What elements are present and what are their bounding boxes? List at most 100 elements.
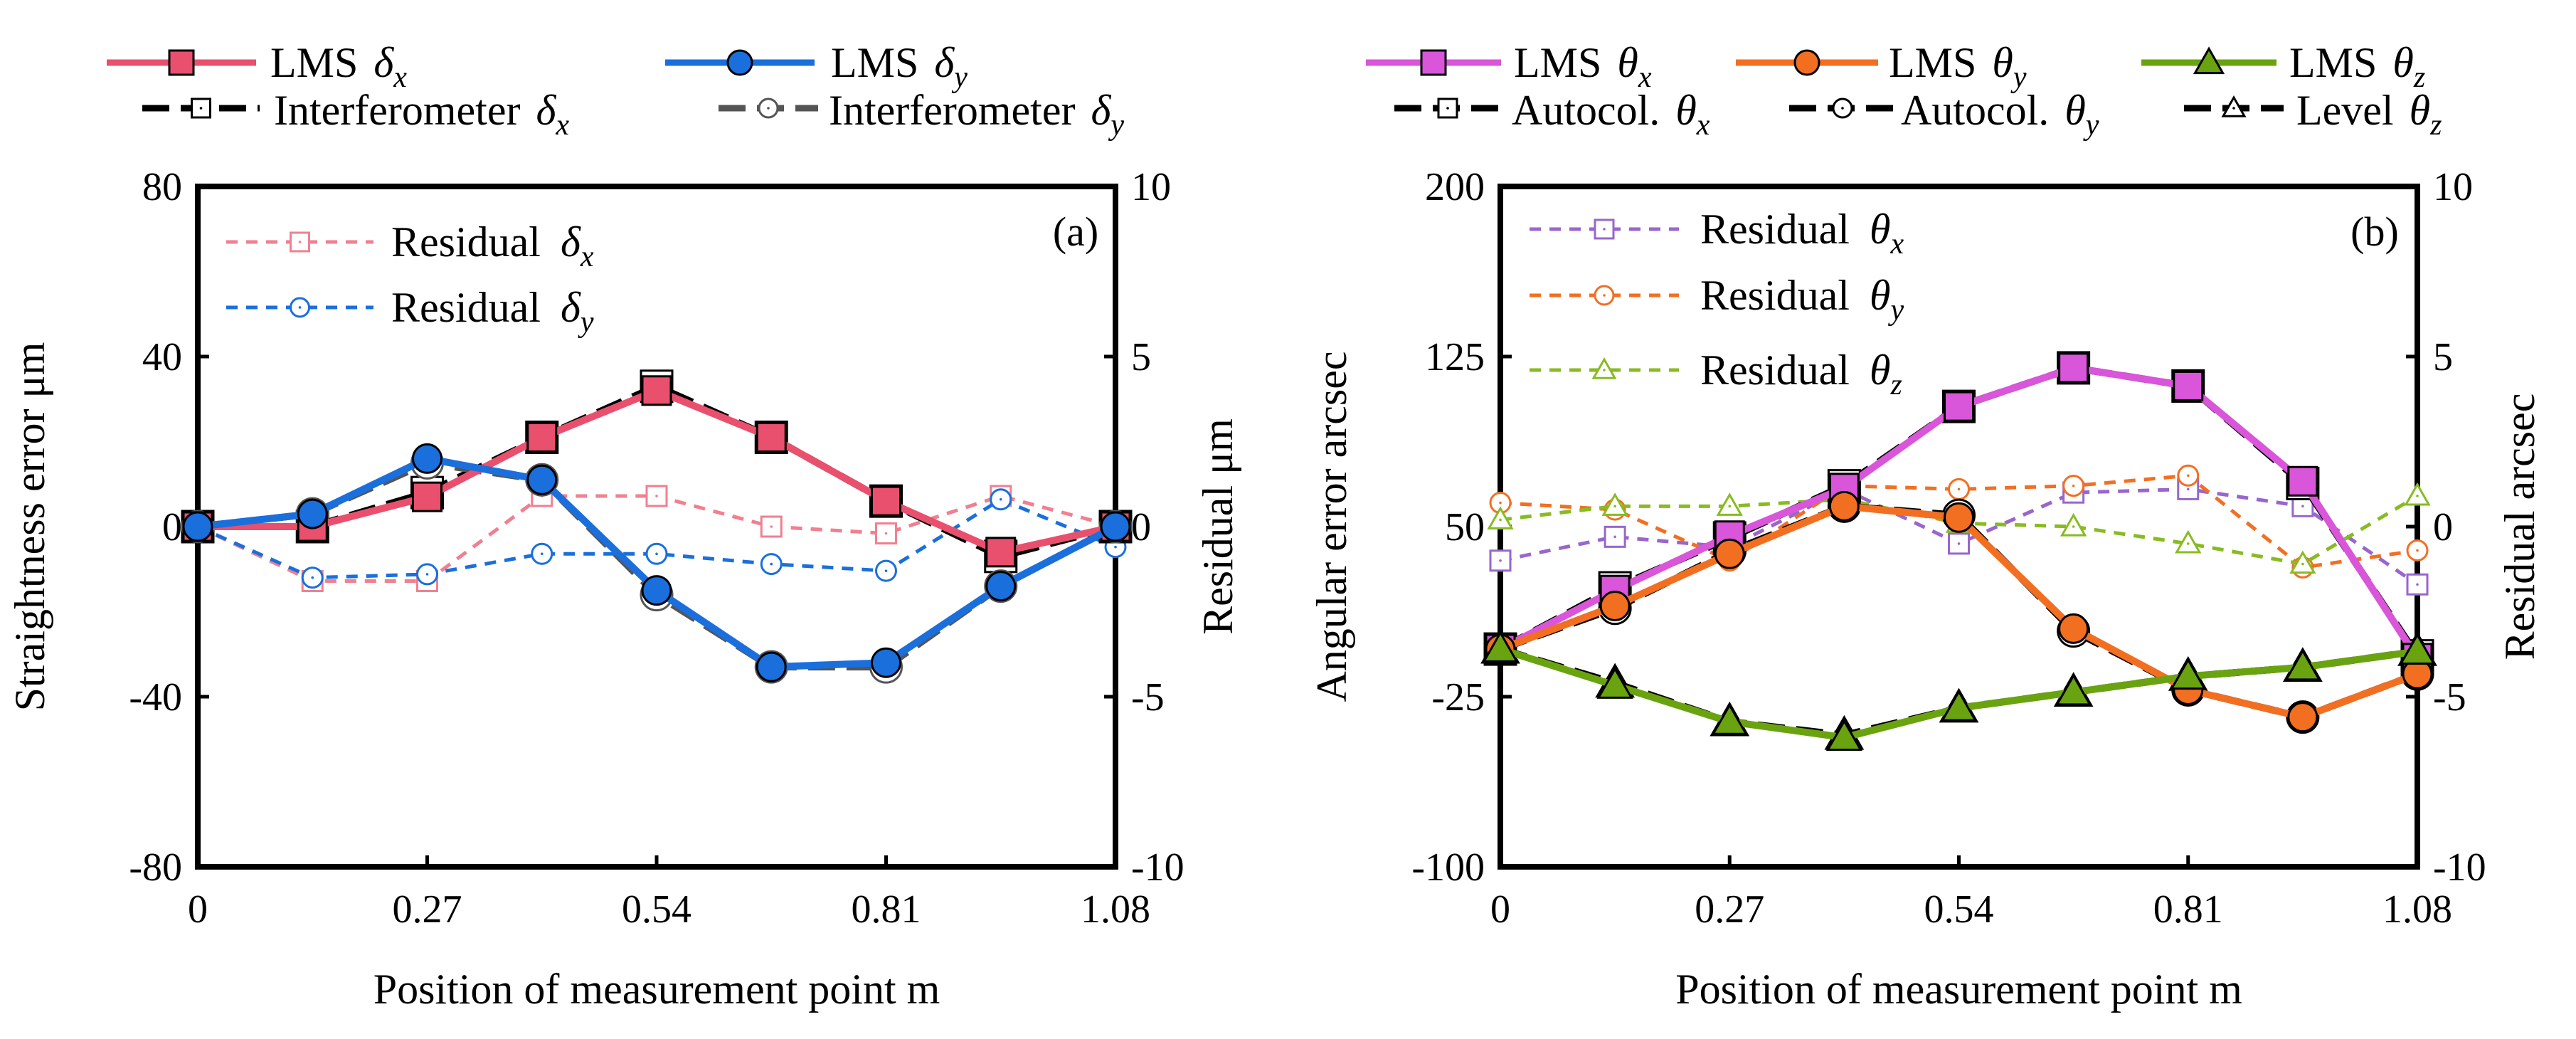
panel-b-legend-entry-symbol: θ: [2064, 87, 2085, 134]
panel-b-legend-entry-name: Level: [2296, 87, 2394, 134]
panel-a-inner-legend-entry-name: Residual: [391, 218, 541, 265]
panel-b-inner-legend-entry-subscript: y: [1887, 294, 1904, 327]
panel-b-series-lms-y-point: [1828, 490, 1860, 522]
panel-b-legend-sample-marker: [2193, 46, 2225, 75]
panel-a-series-lms-y-point: [756, 651, 787, 682]
panel-a-legend-entry-text: Interferometer δy: [829, 87, 1124, 142]
panel-b-series-residual-z-point-dot: [1728, 505, 1732, 508]
panel-a-legend-entry-text: Interferometer δx: [274, 87, 569, 142]
panel-a-series-lms-y: [182, 443, 1131, 682]
panel-b-series-lms-x-point: [1944, 391, 1974, 422]
panel-a-series-lms-x-line: [198, 386, 1117, 556]
panel-b-legend-entry: LMS θy: [1889, 39, 2027, 94]
panel-a-series-residual-x-point-dot: [655, 495, 658, 497]
panel-b-series-residual-y-point-dot: [2072, 484, 2075, 487]
panel-b-series-residual-x-point: [1948, 532, 1970, 555]
panel-a-y2-axis-label: Residual μm: [1194, 418, 1241, 635]
panel-b-legend-entry-name: LMS: [1889, 39, 1976, 86]
panel-b-inner-legend-entry-text: Residual θz: [1700, 347, 1902, 401]
panel-a-legend-sample: [142, 97, 260, 119]
panel-a-x-axis-label: Position of measurement point m: [373, 966, 940, 1013]
panel-a-series-residual-y-point-dot: [999, 497, 1002, 501]
panel-b-legend-entry: Autocol. θx: [1512, 87, 1710, 142]
panel-b-legend-sample-marker-dot: [1446, 107, 1449, 110]
panel-b-legend-entry: Autocol. θy: [1901, 87, 2099, 142]
panel-a-series-residual-y-line: [196, 497, 1116, 580]
panel-b-series-lms-x-point: [2287, 465, 2318, 497]
panel-b-series-residual-z-point: [2289, 550, 2316, 574]
panel-b-legend-entry: LMS θx: [1514, 39, 1652, 94]
panel-b-inner-legend-sample-marker-dot: [1603, 369, 1606, 371]
panel-a-legend-entry-subscript: x: [555, 109, 569, 142]
panel-a-legend-entry: Interferometer δy: [829, 87, 1124, 142]
panel-b-series-residual-z-point: [1487, 506, 1514, 530]
panel-a-inner-legend-sample-marker-dot: [298, 241, 302, 243]
panel-b-x-tick-label: 1.08: [2382, 887, 2452, 932]
panel-b-inner-legend-sample-marker: [1591, 357, 1617, 379]
panel-b-series-lms-x-point: [2058, 352, 2089, 384]
panel-b-series-residual-x-point: [1604, 525, 1626, 548]
panel-b-legend-sample-marker: [1420, 49, 1447, 76]
panel-a-legend-sample: [107, 49, 256, 76]
panel-a-legend-sample-marker: [726, 49, 753, 76]
panel-b-inner-legend-entry-text: Residual θy: [1700, 272, 1904, 327]
panel-a-series-residual-y-point-dot: [425, 573, 429, 576]
panel-b-series-lms-z-point: [2055, 673, 2092, 706]
panel-b-series-residual-z-point: [1716, 492, 1743, 516]
panel-b-y2-tick-label: -10: [2433, 845, 2486, 890]
panel-a-series-residual-y-point-dot: [770, 562, 773, 566]
panel-a-series-lms-x-point: [756, 422, 787, 453]
panel-b-series-residual-z-point: [1601, 492, 1628, 516]
panel-a-x-tick-label: 0.27: [393, 887, 462, 932]
panel-b-series-residual-y-point-dot: [1957, 487, 1961, 491]
panel-b-inner-legend-entry-symbol: θ: [1870, 347, 1890, 394]
panel-a: 0 0.27 0.54 0.81 1.08 80 40 0 -40 -80 10 5 0 -5 -10 Pos…: [6, 39, 1241, 1013]
panel-a-legend-entry-name: Interferometer: [829, 87, 1075, 134]
panel-b-series-lms-y-point: [1714, 538, 1745, 569]
panel-a-inner-legend-entry-subscript: y: [578, 306, 594, 339]
panel-a-y-axis-label: Straightness error μm: [6, 342, 53, 712]
panel-b-series-residual-x-point-dot: [2186, 487, 2190, 491]
panel-a-panel-label: (a): [1053, 209, 1098, 255]
panel-b-legend-entry-symbol: θ: [1675, 87, 1696, 134]
panel-b-legend-entry-text: Level θz: [2296, 87, 2442, 142]
panel-b-legend-sample-marker: [2221, 95, 2247, 117]
panel-a-legend-sample-marker-dot: [199, 107, 203, 110]
panel-a-series-lms-y-point: [182, 511, 213, 542]
panel-b-legend-sample: [1789, 97, 1896, 119]
panel-b-series-lms-z-point: [1482, 631, 1519, 663]
panel-b-series-residual-x-point-dot: [2301, 505, 2304, 508]
panel-b-y2-tick-label: 0: [2433, 505, 2453, 549]
panel-b-series-lms-z-point: [2284, 648, 2321, 681]
panel-a-series-lms-x-point: [985, 537, 1017, 568]
panel-b-series-lms-y-point: [2287, 702, 2318, 733]
panel-b-series-residual-x-point-dot: [1957, 542, 1961, 545]
panel-b-inner-legend-entry-text: Residual θx: [1700, 206, 1904, 260]
panel-a-series-lms-y-point: [297, 498, 328, 529]
panel-a-legend-entry-text: LMS δy: [831, 39, 968, 94]
panel-a-inner-legend-entry-symbol: δ: [561, 284, 581, 331]
panel-a-series-lms-y-point: [985, 571, 1017, 602]
panel-b-legend-entry-subscript: z: [2429, 109, 2442, 142]
panel-a-series-lms-x-point: [412, 481, 442, 512]
panel-b-series-lms-z-point: [2399, 633, 2436, 665]
panel-a-inner-legend-entry-name: Residual: [391, 284, 541, 331]
panel-b-legend-entry-name: LMS: [1514, 39, 1601, 86]
panel-b-x-tick-label: 0.54: [1924, 887, 1994, 932]
panel-a-inner-legend-entry-symbol: δ: [561, 218, 581, 265]
panel-b-inner-legend-sample-marker-dot: [1603, 294, 1606, 297]
panel-a-legend-entry-symbol: δ: [934, 39, 955, 86]
panel-b-y-tick-label: -25: [1431, 675, 1485, 719]
panel-b-series-residual-x-point-dot: [2416, 583, 2419, 586]
panel-a-series-lms-x-point: [641, 375, 672, 406]
panel-b-y-tick-label: 125: [1425, 335, 1485, 379]
panel-b-series-residual-y-point-dot: [2416, 549, 2419, 552]
panel-a-y2-tick-label: 10: [1131, 165, 1171, 209]
panel-b-series-residual-y-line: [1500, 473, 2418, 569]
panel-b-inner-legend-sample: [1530, 285, 1679, 306]
panel-b-inner-legend-sample: [1530, 218, 1679, 240]
panel-a-series-lms-x-point: [871, 485, 901, 517]
panel-a-inner-legend-entry-text: Residual δx: [391, 218, 594, 273]
panel-b-series-residual-y-point-dot: [2186, 474, 2190, 478]
